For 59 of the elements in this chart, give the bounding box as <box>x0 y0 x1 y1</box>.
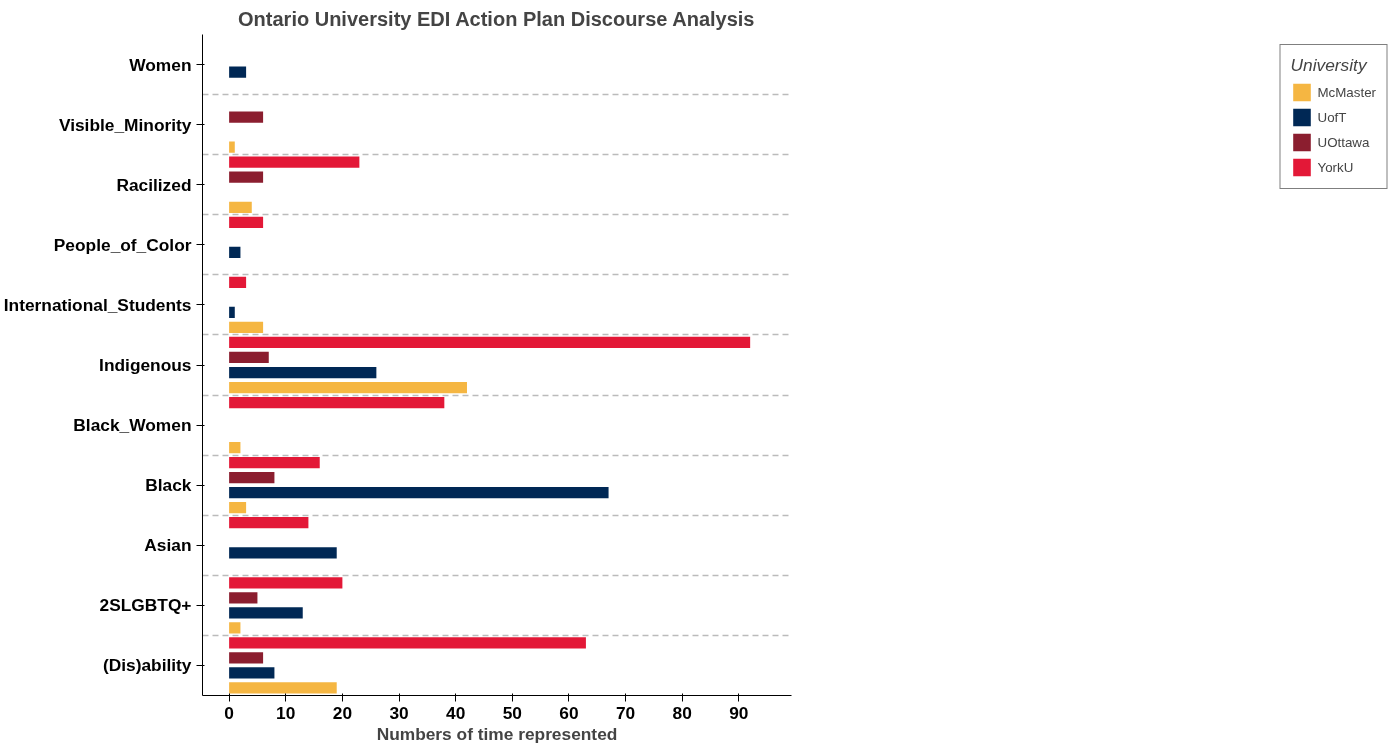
bar <box>229 201 252 213</box>
bar <box>229 622 241 634</box>
bar <box>229 366 377 379</box>
bar <box>229 457 320 469</box>
bar <box>229 216 264 228</box>
bar <box>229 111 264 123</box>
x-tick-label: 30 <box>389 702 409 723</box>
legend-title: University <box>1290 55 1369 76</box>
x-axis-title: Numbers of time represented <box>376 723 618 744</box>
y-tick-label: 2SLGBTQ+ <box>99 595 192 616</box>
y-tick-label: International_Students <box>3 294 192 315</box>
bar <box>229 381 467 394</box>
bar <box>229 502 247 514</box>
legend-label: McMaster <box>1317 84 1376 100</box>
bar <box>229 577 343 589</box>
x-tick-label: 60 <box>559 702 579 723</box>
chart-title: Ontario University EDI Action Plan Discourse Analysis <box>238 7 755 30</box>
legend-label: UofT <box>1317 109 1347 125</box>
bar <box>229 66 247 78</box>
bar <box>229 441 241 454</box>
bar <box>229 306 235 319</box>
y-tick-label: Black <box>145 475 192 496</box>
bar <box>229 141 235 153</box>
x-tick-label: 20 <box>332 702 353 723</box>
bar <box>229 472 275 484</box>
bar <box>229 246 241 258</box>
x-tick-label: 10 <box>276 702 296 723</box>
x-tick-label: 40 <box>446 702 466 723</box>
bar <box>229 547 337 559</box>
bar <box>229 171 264 183</box>
bar <box>229 156 360 168</box>
x-tick-label: 90 <box>729 702 749 723</box>
bar <box>229 652 264 664</box>
bar <box>229 517 309 529</box>
bar <box>229 336 751 349</box>
y-tick-label: Asian <box>144 535 192 556</box>
bar <box>229 637 586 649</box>
bar <box>229 321 264 334</box>
bar <box>229 396 445 409</box>
y-tick-label: People_of_Color <box>53 234 192 255</box>
x-tick-label: 70 <box>615 702 636 723</box>
bar <box>229 351 269 364</box>
bar <box>229 682 337 694</box>
y-tick-label: Indigenous <box>99 355 192 375</box>
y-tick-label: (Dis)ability <box>102 655 192 676</box>
x-tick-label: 80 <box>672 702 692 723</box>
x-tick-label: 0 <box>224 702 234 723</box>
bar <box>229 667 275 679</box>
bar <box>229 276 247 289</box>
legend-label: UOttawa <box>1317 134 1370 150</box>
bar <box>229 607 303 619</box>
legend-label: YorkU <box>1317 159 1354 175</box>
y-tick-label: Racilized <box>116 174 192 195</box>
bar <box>229 592 258 604</box>
y-tick-label: Black_Women <box>73 415 192 436</box>
y-tick-label: Women <box>129 54 192 75</box>
bar <box>229 487 609 499</box>
y-tick-label: Visible_Minority <box>58 114 192 135</box>
x-tick-label: 50 <box>502 702 522 723</box>
